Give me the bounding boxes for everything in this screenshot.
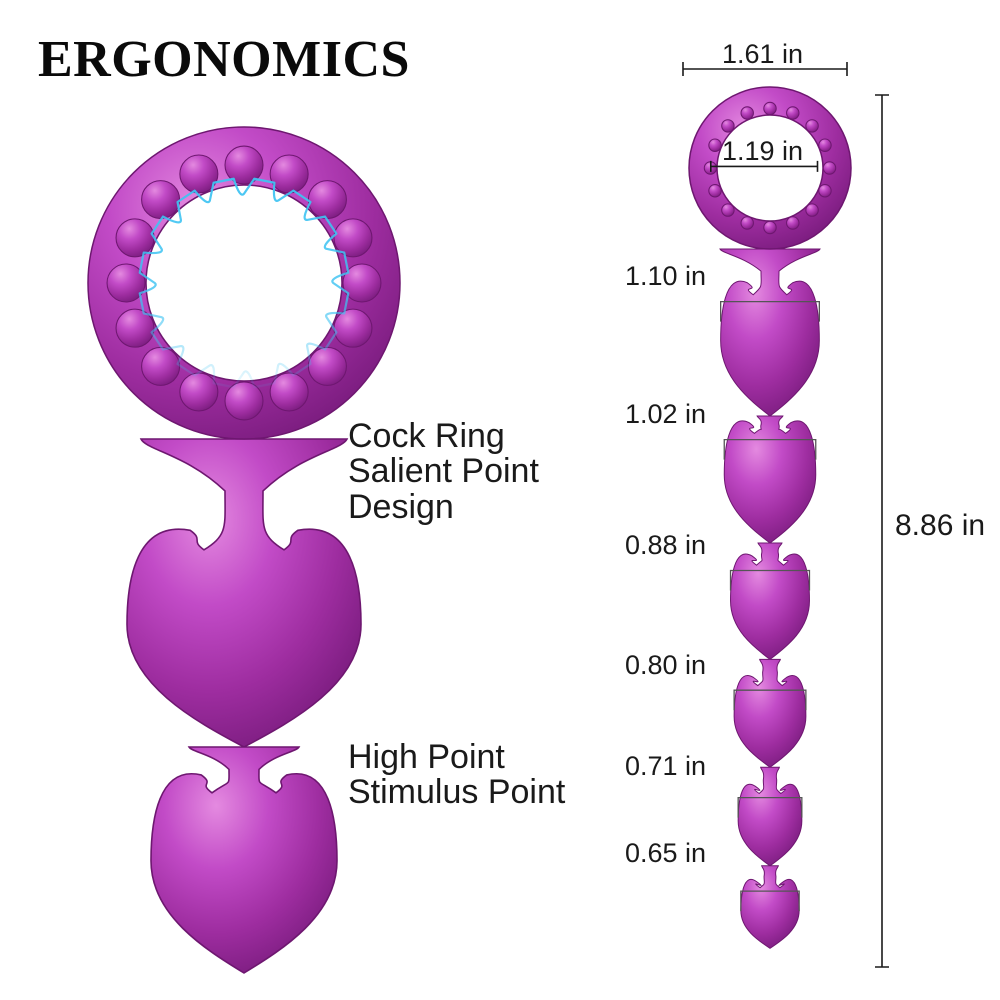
svg-text:0.71 in: 0.71 in xyxy=(625,751,706,781)
svg-text:Design: Design xyxy=(348,488,454,526)
svg-text:High Point: High Point xyxy=(348,738,505,776)
svg-text:1.02 in: 1.02 in xyxy=(625,399,706,429)
svg-text:Salient Point: Salient Point xyxy=(348,452,539,490)
svg-text:Cock Ring: Cock Ring xyxy=(348,417,505,455)
svg-text:Stimulus Point: Stimulus Point xyxy=(348,773,566,811)
svg-text:8.86 in: 8.86 in xyxy=(895,509,985,542)
svg-text:1.10 in: 1.10 in xyxy=(625,261,706,291)
svg-text:0.80 in: 0.80 in xyxy=(625,650,706,680)
svg-text:0.65 in: 0.65 in xyxy=(625,838,706,868)
svg-text:1.61 in: 1.61 in xyxy=(722,39,803,69)
svg-text:1.19 in: 1.19 in xyxy=(722,136,803,166)
svg-text:0.88 in: 0.88 in xyxy=(625,530,706,560)
